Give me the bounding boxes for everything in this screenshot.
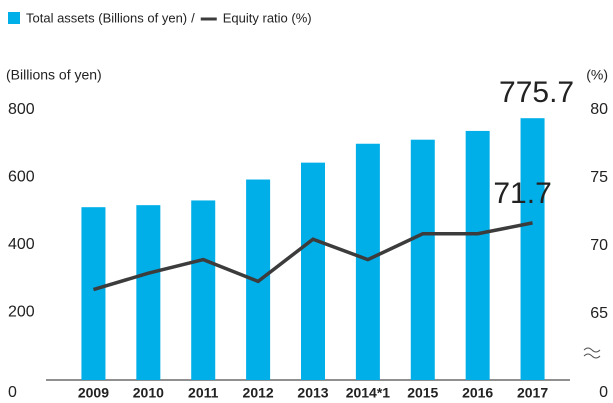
y-tick-label: 0 [8, 384, 17, 401]
y-axis-label: (Billions of yen) [6, 67, 102, 83]
y2-tick-label: 75 [590, 169, 608, 186]
y2-tick-label: 0 [599, 384, 608, 401]
legend-swatch [8, 12, 20, 24]
legend-label: Equity ratio (%) [223, 10, 312, 25]
y-tick-label: 400 [8, 236, 35, 253]
y2-tick-label: 70 [590, 237, 608, 254]
bar [191, 200, 216, 380]
axis-break [583, 347, 601, 353]
data-label: 775.7 [499, 76, 574, 109]
y-tick-label: 800 [8, 101, 35, 118]
x-tick-label: 2017 [517, 385, 548, 401]
x-tick-label: 2016 [462, 385, 493, 401]
bar [465, 130, 490, 380]
bar [410, 139, 435, 380]
legend-separator: / [191, 10, 195, 25]
bar [520, 118, 545, 381]
y-tick-label: 200 [8, 304, 35, 321]
bar [355, 143, 380, 380]
line [92, 221, 533, 292]
bar [301, 162, 325, 380]
axis-break [583, 353, 601, 359]
x-tick-label: 2012 [243, 385, 274, 401]
y2-tick-label: 65 [590, 305, 608, 322]
y2-axis-label: (%) [586, 67, 608, 83]
x-tick-label: 2011 [188, 385, 219, 401]
legend-label: Total assets (Billions of yen) [26, 10, 187, 25]
x-tick-label: 2015 [407, 385, 438, 401]
data-label: 71.7 [493, 177, 551, 210]
y-tick-label: 600 [8, 169, 35, 186]
x-tick-label: 2013 [297, 385, 328, 401]
x-tick-label: 2010 [133, 385, 164, 401]
bar [136, 205, 161, 380]
bar [81, 207, 106, 380]
x-tick-label: 2014*1 [346, 385, 391, 401]
x-tick-label: 2009 [78, 385, 109, 401]
y2-tick-label: 80 [590, 101, 608, 118]
